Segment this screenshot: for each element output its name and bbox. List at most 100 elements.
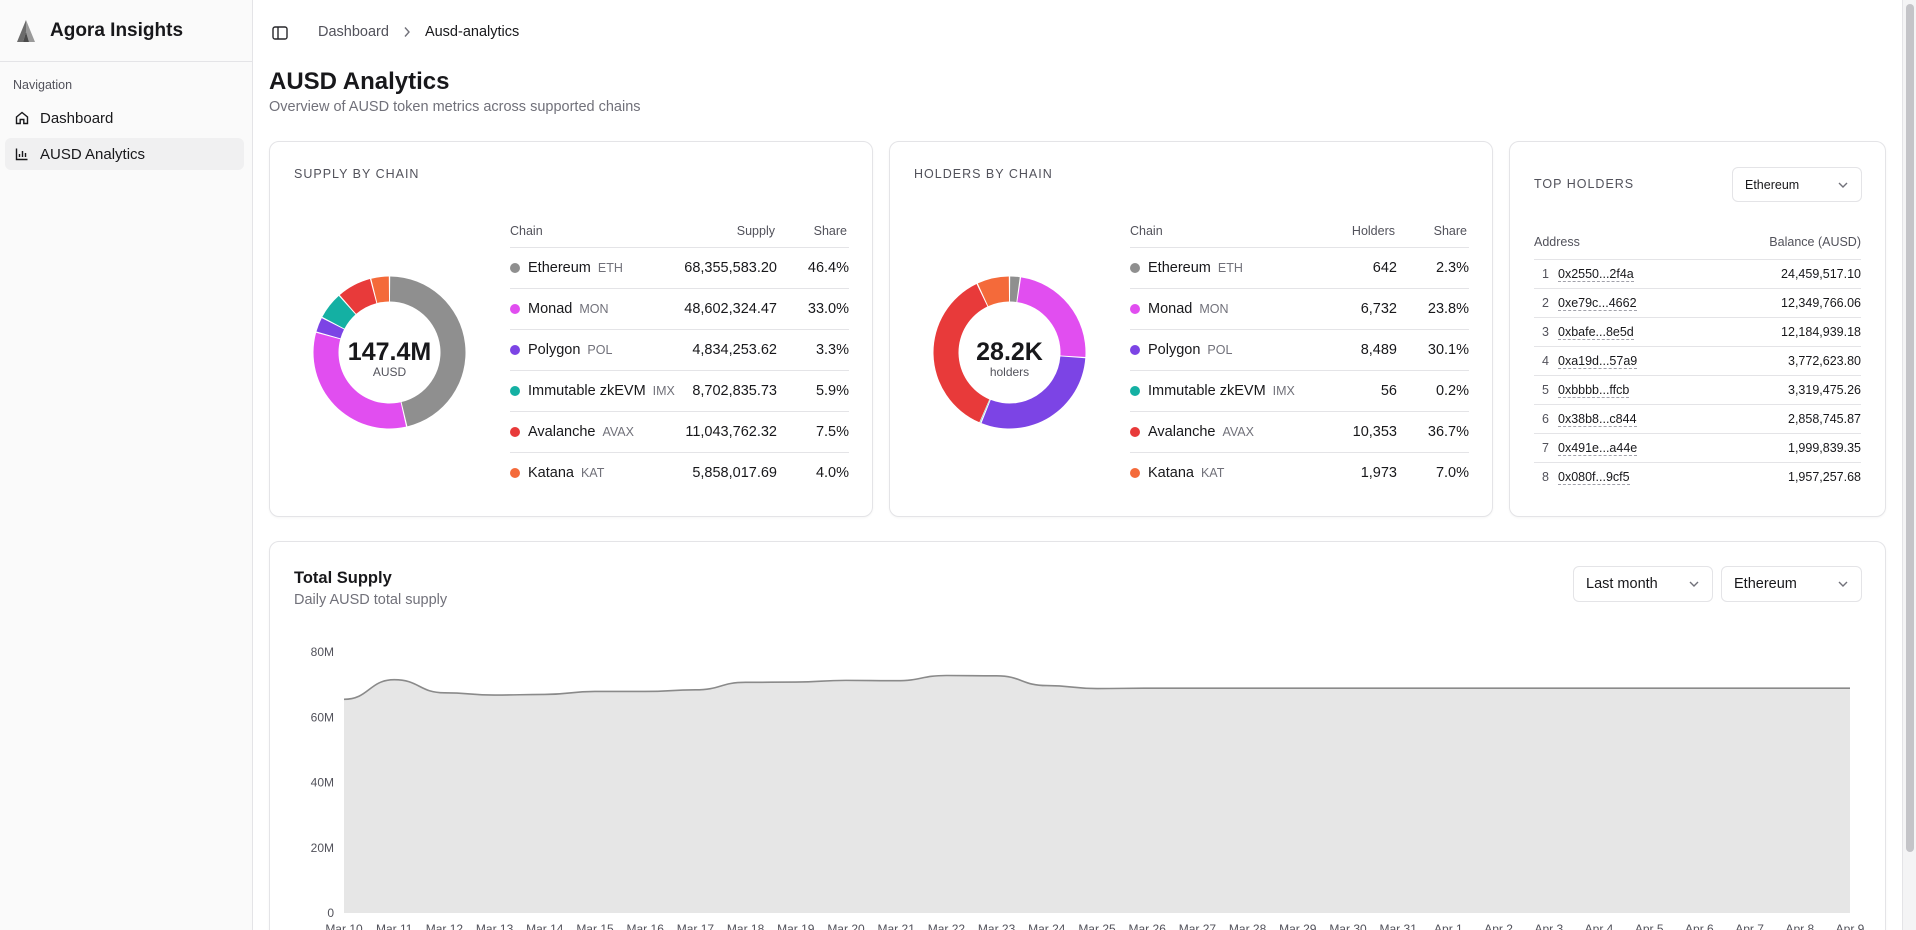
- chain-value: 8,702,835.73: [692, 383, 777, 399]
- y-tick-label: 60M: [311, 710, 334, 724]
- holder-rank: 2: [1542, 296, 1549, 310]
- x-tick-label: Apr 5: [1635, 922, 1664, 930]
- chain-value: 48,602,324.47: [684, 301, 777, 317]
- column-header: Chain: [1130, 224, 1163, 238]
- sidebar-item-dashboard[interactable]: Dashboard: [5, 102, 244, 134]
- chain-ticker: KAT: [580, 466, 605, 480]
- holder-address-link[interactable]: 0x2550...2f4a: [1558, 266, 1634, 282]
- holder-address-link[interactable]: 0xbbbb...ffcb: [1558, 382, 1630, 398]
- holder-address-link[interactable]: 0x491e...a44e: [1558, 440, 1638, 456]
- topbar: Dashboard Ausd-analytics: [254, 0, 1916, 66]
- x-tick-label: Mar 29: [1279, 922, 1317, 930]
- x-tick-label: Mar 21: [878, 922, 916, 930]
- chain-ticker: IMX: [1272, 384, 1295, 398]
- holder-address-link[interactable]: 0x38b8...c844: [1558, 411, 1637, 427]
- holder-address-link[interactable]: 0xbafe...8e5d: [1558, 324, 1634, 340]
- holder-address-link[interactable]: 0xa19d...57a9: [1558, 353, 1638, 369]
- donut-slice-immutable-zkevm[interactable]: [979, 399, 990, 423]
- sidebar-item-label: Dashboard: [40, 109, 114, 127]
- donut-slice-polygon[interactable]: [316, 318, 345, 339]
- x-tick-label: Mar 26: [1129, 922, 1167, 930]
- chain-ticker: MON: [1199, 302, 1229, 316]
- chart-title: Total Supply: [294, 569, 392, 587]
- chevron-down-icon: [1838, 182, 1848, 188]
- legend-dot: [510, 304, 520, 314]
- home-icon: [15, 111, 29, 125]
- donut-slice-polygon[interactable]: [981, 356, 1086, 429]
- holder-row: 7 0x491e...a44e 1,999,839.35: [1534, 433, 1861, 462]
- breadcrumb-dashboard[interactable]: Dashboard: [318, 24, 389, 40]
- donut-slice-monad[interactable]: [313, 332, 407, 429]
- scrollbar-thumb[interactable]: [1906, 4, 1914, 852]
- donut-slice-katana[interactable]: [977, 276, 1010, 307]
- x-tick-label: Mar 15: [576, 922, 614, 930]
- brand[interactable]: Agora Insights: [0, 0, 252, 62]
- app-name: Agora Insights: [50, 19, 184, 41]
- top-holders-chain-select[interactable]: Ethereum: [1732, 167, 1862, 202]
- holder-row: 4 0xa19d...57a9 3,772,623.80: [1534, 346, 1861, 375]
- chain-ticker: IMX: [652, 384, 675, 398]
- x-tick-label: Apr 6: [1685, 922, 1714, 930]
- chain-name: Katana: [528, 465, 574, 481]
- table-row: Monad MON 48,602,324.47 33.0%: [510, 288, 849, 329]
- holder-row: 2 0xe79c...4662 12,349,766.06: [1534, 288, 1861, 317]
- x-tick-label: Apr 8: [1785, 922, 1814, 930]
- supply-total-value: 147.4M: [347, 338, 432, 366]
- y-tick-label: 20M: [311, 841, 334, 855]
- chevron-down-icon: [1838, 581, 1848, 587]
- holder-rank: 6: [1542, 412, 1549, 426]
- donut-slice-ethereum[interactable]: [389, 276, 466, 427]
- column-header: Supply: [736, 224, 775, 238]
- y-tick-label: 80M: [311, 645, 334, 659]
- holder-rank: 1: [1542, 267, 1549, 281]
- chain-ticker: POL: [1207, 343, 1233, 357]
- holder-address-link[interactable]: 0x080f...9cf5: [1558, 469, 1630, 485]
- chain-share: 33.0%: [807, 301, 849, 317]
- sidebar-item-ausd-analytics[interactable]: AUSD Analytics: [5, 138, 244, 170]
- chain-select[interactable]: Ethereum: [1721, 566, 1862, 602]
- donut-slice-katana[interactable]: [371, 276, 390, 303]
- select-value: Last month: [1586, 576, 1658, 592]
- holder-row: 8 0x080f...9cf5 1,957,257.68: [1534, 462, 1861, 491]
- table-row: Avalanche AVAX 10,353 36.7%: [1130, 411, 1469, 452]
- x-tick-label: Mar 22: [928, 922, 966, 930]
- x-tick-label: Mar 18: [727, 922, 765, 930]
- chain-name: Immutable zkEVM: [1148, 383, 1266, 399]
- holders-total-value: 28.2K: [976, 338, 1043, 366]
- table-row: Polygon POL 8,489 30.1%: [1130, 329, 1469, 370]
- donut-slice-immutable-zkevm[interactable]: [322, 295, 356, 329]
- holders-donut-chart: [933, 276, 1086, 429]
- table-row: Immutable zkEVM IMX 8,702,835.73 5.9%: [510, 370, 849, 411]
- card-label: HOLDERS BY CHAIN: [914, 167, 1053, 181]
- holder-address-link[interactable]: 0xe79c...4662: [1558, 295, 1637, 311]
- chain-share: 0.2%: [1435, 383, 1469, 399]
- chain-value: 68,355,583.20: [684, 260, 777, 276]
- col-balance: Balance (AUSD): [1769, 235, 1861, 249]
- donut-slice-avalanche[interactable]: [339, 279, 377, 314]
- x-tick-label: Mar 10: [325, 922, 363, 930]
- chain-share: 4.0%: [815, 465, 849, 481]
- holder-rank: 7: [1542, 441, 1549, 455]
- supply-by-chain-card: SUPPLY BY CHAIN 147.4M AUSD Chain Supply S…: [269, 141, 873, 517]
- card-label: TOP HOLDERS: [1534, 177, 1635, 191]
- holder-row: 1 0x2550...2f4a 24,459,517.10: [1534, 259, 1861, 288]
- series-line[interactable]: [343, 674, 1850, 701]
- x-tick-label: Mar 30: [1329, 922, 1367, 930]
- donut-slice-ethereum[interactable]: [1009, 276, 1020, 302]
- x-tick-label: Apr 7: [1735, 922, 1764, 930]
- donut-slice-monad[interactable]: [1017, 277, 1086, 357]
- sidebar-toggle-icon[interactable]: [271, 24, 289, 42]
- chain-value: 56: [1380, 383, 1397, 399]
- donut-slice-avalanche[interactable]: [933, 284, 990, 423]
- page-scrollbar[interactable]: [1902, 0, 1916, 930]
- x-tick-label: Apr 1: [1434, 922, 1463, 930]
- holder-balance: 1,957,257.68: [1788, 470, 1861, 484]
- x-tick-label: Mar 23: [978, 922, 1016, 930]
- chain-ticker: AVAX: [1222, 425, 1254, 439]
- time-range-select[interactable]: Last month: [1573, 566, 1713, 602]
- chain-share: 7.5%: [815, 424, 849, 440]
- x-tick-label: Mar 28: [1229, 922, 1267, 930]
- chain-value: 642: [1372, 260, 1397, 276]
- chain-name: Polygon: [1148, 342, 1201, 358]
- chain-share: 46.4%: [807, 260, 849, 276]
